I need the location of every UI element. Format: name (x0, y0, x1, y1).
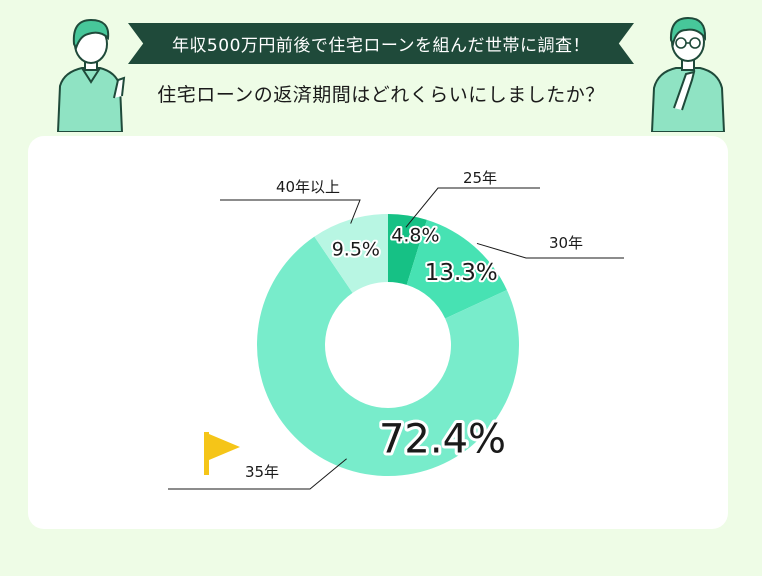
category-label-3: 40年以上 (276, 178, 340, 196)
slice-2 (257, 236, 519, 477)
question-text: 住宅ローンの返済期間はどれくらいにしましたか？ (157, 84, 605, 106)
category-label-2: 35年 (245, 463, 279, 481)
value-label-2: 72.4% (379, 416, 506, 462)
chart-labels: 4.8% 13.3% 72.4% 9.5% 25年 30年 35年 40年以上 (245, 169, 583, 481)
flag-icon (204, 432, 240, 475)
banner-text: 年収500万円前後で住宅ローンを組んだ世帯に調査！ (171, 36, 591, 56)
leader-line-3 (220, 199, 361, 224)
value-label-3: 9.5% (332, 239, 380, 261)
category-label-1: 30年 (549, 234, 583, 252)
slice-0 (388, 214, 427, 285)
category-label-0: 25年 (463, 169, 497, 187)
slice-1 (406, 219, 507, 319)
chart-slices (257, 214, 519, 477)
leader-line-0 (405, 187, 540, 228)
slice-3 (314, 214, 388, 293)
chart-leader-lines (168, 187, 624, 490)
survey-banner: 年収500万円前後で住宅ローンを組んだ世帯に調査！ (128, 23, 634, 64)
value-label-0: 4.8% (391, 224, 439, 246)
person-thinking-icon (650, 16, 726, 132)
value-label-1: 13.3% (425, 260, 498, 286)
leader-line-1 (476, 242, 624, 259)
leader-line-2 (168, 458, 347, 490)
person-pointing-icon (56, 18, 126, 132)
